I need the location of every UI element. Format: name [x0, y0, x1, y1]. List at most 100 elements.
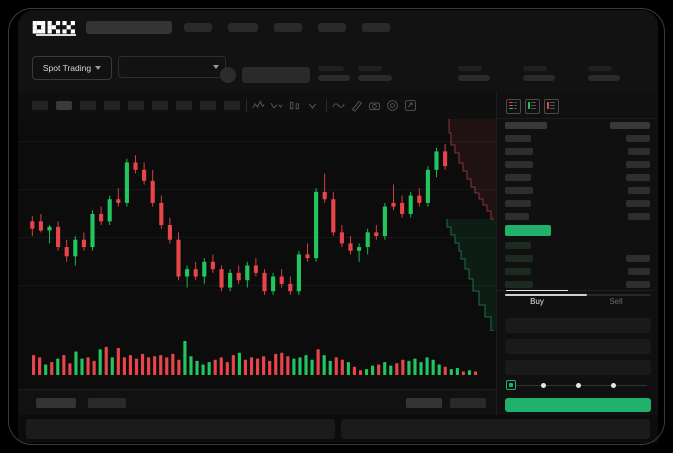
toolbar-divider	[246, 99, 247, 112]
orderbook-ask-price-3	[505, 161, 533, 168]
pair-stat-1-label	[318, 66, 344, 71]
bottom-action-2[interactable]	[450, 398, 486, 408]
target-settings-icon[interactable]	[386, 99, 399, 112]
orderbook-scrollbar-thumb[interactable]	[505, 294, 587, 296]
search-input[interactable]	[86, 21, 172, 34]
timeframe-button-7[interactable]	[176, 101, 192, 110]
bottom-tab-1[interactable]	[36, 398, 76, 408]
chart-toolbar	[18, 92, 496, 120]
chart-gridlines	[18, 119, 496, 331]
price-chart[interactable]	[18, 119, 496, 331]
order-total-field[interactable]	[505, 360, 651, 375]
orderbook-bid-price-4	[505, 281, 533, 288]
fullscreen-icon[interactable]	[404, 99, 417, 112]
pair-stat-3-label	[458, 66, 482, 71]
bottom-tab-active-indicator	[36, 34, 76, 36]
bottom-panel-right[interactable]	[341, 419, 650, 439]
pair-stat-2-label	[358, 66, 382, 71]
timeframe-button-3[interactable]	[80, 101, 96, 110]
camera-icon[interactable]	[368, 99, 381, 112]
nav-item-4[interactable]	[318, 23, 346, 32]
chevron-down-icon	[213, 65, 219, 69]
timeframe-button-4[interactable]	[104, 101, 120, 110]
percent-slider[interactable]	[506, 380, 652, 390]
orderbook-rows[interactable]	[497, 118, 658, 298]
percent-slider-stop-25[interactable]	[541, 382, 546, 388]
nav-item-2[interactable]	[228, 23, 258, 32]
tab-buy[interactable]: Buy	[530, 297, 544, 306]
pair-stat-3-value	[458, 75, 490, 81]
submit-buy-button[interactable]	[505, 398, 651, 412]
bottom-panel-left[interactable]	[26, 419, 335, 439]
bottom-tab-bar	[18, 389, 496, 416]
nav-item-3[interactable]	[274, 23, 302, 32]
tab-sell[interactable]: Sell	[609, 297, 623, 306]
bottom-panels	[18, 415, 658, 443]
orderbook-current-price	[505, 225, 551, 236]
order-price-field[interactable]	[505, 318, 651, 333]
pair-stat-1-value	[318, 75, 350, 81]
orderbook-ask-amount-1	[626, 135, 650, 142]
spot-trading-label: Spot Trading	[42, 63, 92, 73]
bottom-action-1[interactable]	[406, 398, 442, 408]
pair-stat-4	[523, 66, 555, 81]
orderbook-layout-bids-icon[interactable]	[525, 99, 540, 114]
pair-stat-4-label	[523, 66, 547, 71]
spot-trading-selector[interactable]: Spot Trading	[32, 56, 112, 80]
pair-stat-5-value	[588, 75, 620, 81]
orderbook-bid-amount-2	[626, 255, 650, 262]
orderbook-layout-asks-icon[interactable]	[544, 99, 559, 114]
chart-type-dropdown-icon[interactable]	[270, 99, 283, 112]
pair-stat-2-value	[358, 75, 392, 81]
settings-dropdown-icon[interactable]	[306, 99, 319, 112]
order-form-tabs: Buy Sell	[497, 289, 658, 315]
orderbook-ask-amount-5	[628, 187, 650, 194]
top-navigation-bar	[18, 10, 658, 44]
timeframe-button-1[interactable]	[32, 101, 48, 110]
orderbook-and-order-form: Buy Sell	[496, 92, 658, 415]
chevron-down-icon	[95, 66, 102, 70]
volume-chart	[18, 331, 496, 389]
nav-item-5[interactable]	[362, 23, 390, 32]
orderbook-layout-both-icon[interactable]	[506, 99, 521, 114]
orderbook-ask-price-5	[505, 187, 533, 194]
candlestick-series	[30, 144, 448, 295]
timeframe-button-5[interactable]	[128, 101, 144, 110]
orderbook-ask-price-4	[505, 174, 531, 181]
orderbook-ask-price-6	[505, 200, 531, 207]
timeframe-button-2[interactable]	[56, 101, 72, 110]
drawing-pencil-icon[interactable]	[350, 99, 363, 112]
line-chart-icon[interactable]	[332, 99, 345, 112]
pair-name-placeholder[interactable]	[242, 67, 310, 83]
order-amount-field[interactable]	[505, 339, 651, 354]
timeframe-button-6[interactable]	[152, 101, 168, 110]
compare-icon[interactable]	[288, 99, 301, 112]
orderbook-ask-price-1	[505, 135, 531, 142]
orderbook-header-price	[505, 122, 547, 129]
orderbook-ask-price-2	[505, 148, 533, 155]
orderbook-ask-price-7	[505, 213, 529, 220]
market-depth-overlay	[446, 119, 496, 331]
bottom-tab-2[interactable]	[88, 398, 126, 408]
nav-item-1[interactable]	[184, 23, 212, 32]
orderbook-ask-amount-4	[626, 174, 650, 181]
pair-stat-2	[358, 66, 392, 81]
okx-logo[interactable]	[32, 21, 78, 34]
indicators-icon[interactable]	[252, 99, 265, 112]
toolbar-divider-2	[326, 99, 327, 112]
pair-dropdown[interactable]	[118, 56, 226, 78]
orderbook-header-amount	[610, 122, 650, 129]
timeframe-button-8[interactable]	[200, 101, 216, 110]
orderbook-bid-amount-4	[626, 281, 650, 288]
orderbook-ask-amount-6	[626, 200, 650, 207]
orderbook-bid-price-2	[505, 255, 533, 262]
timeframe-button-9[interactable]	[224, 101, 240, 110]
percent-slider-handle[interactable]	[506, 380, 516, 390]
orderbook-ask-amount-7	[628, 213, 650, 220]
orderbook-header	[497, 92, 658, 119]
percent-slider-stop-50[interactable]	[576, 382, 581, 388]
app-screen: Spot Trading	[18, 10, 658, 443]
pair-stat-5-label	[588, 66, 612, 71]
percent-slider-stop-75[interactable]	[611, 382, 616, 388]
